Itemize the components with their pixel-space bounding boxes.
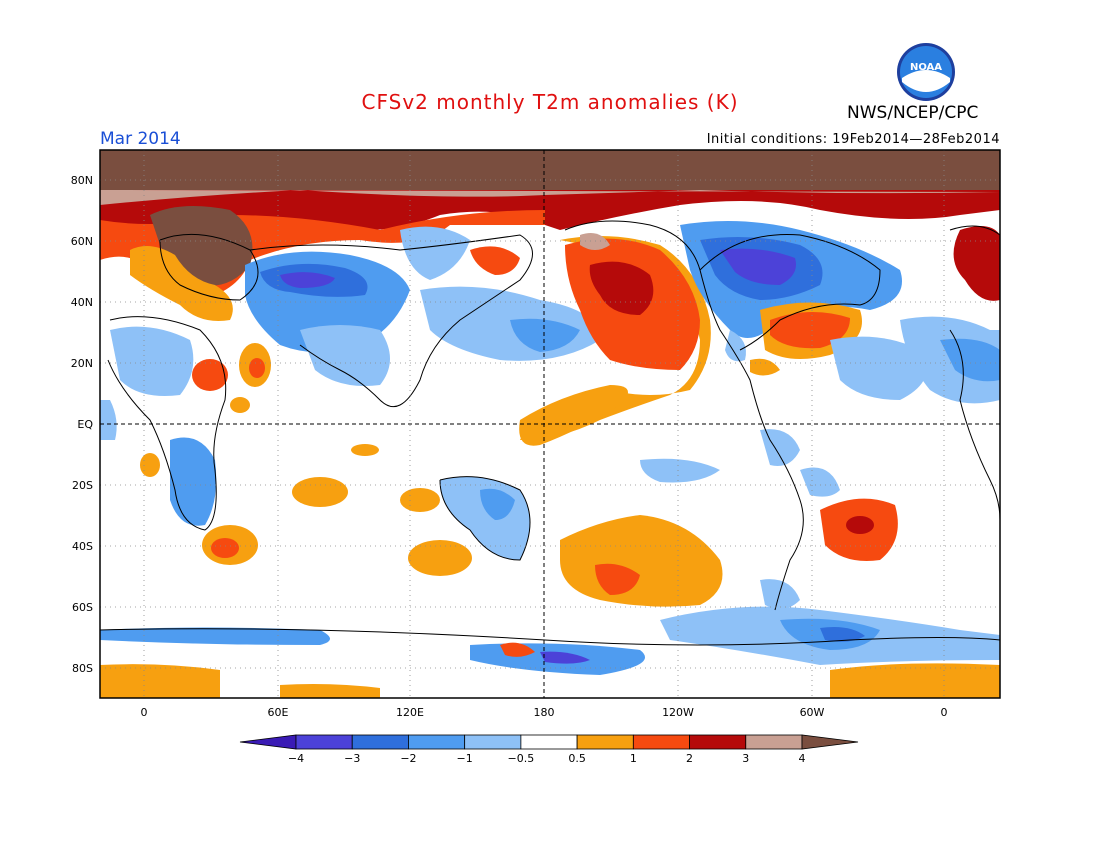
lat-label: 80S (72, 662, 93, 675)
lat-label: 60S (72, 601, 93, 614)
colorbar-label: 4 (799, 752, 806, 765)
anomaly-field (100, 150, 1000, 698)
colorbar-segment (351, 734, 409, 750)
colorbar-arrow-low (239, 734, 297, 750)
longitude-labels: 0 60E 120E 180 120W 60W 0 (141, 706, 948, 719)
graticule (100, 150, 1000, 698)
colorbar-label: −4 (288, 752, 304, 765)
map-title: CFSv2 monthly T2m anomalies (K) (361, 90, 739, 114)
lon-label: 120E (396, 706, 424, 719)
arctic-warm-band (100, 150, 1000, 190)
lat-label: 20N (71, 357, 93, 370)
antarctic-warm-band (100, 664, 220, 698)
colorbar-label: −0.5 (508, 752, 535, 765)
svg-text:NOAA: NOAA (910, 62, 942, 73)
lon-label: 60E (268, 706, 289, 719)
colorbar-label: 3 (742, 752, 749, 765)
southern-ocean-cold (100, 627, 330, 645)
colorbar-label: −3 (344, 752, 360, 765)
lon-label: 0 (941, 706, 948, 719)
lon-label: 120W (662, 706, 694, 719)
colorbar-segment (520, 734, 578, 750)
colorbar-label: −1 (457, 752, 473, 765)
colorbar-segment (576, 734, 634, 750)
latitude-labels: 80N 60N 40N 20N EQ 20S 40S 60S 80S (71, 174, 94, 675)
colorbar-label: −2 (400, 752, 416, 765)
colorbar-arrow-high (801, 734, 859, 750)
lat-label: 40N (71, 296, 93, 309)
noaa-logo: NOAA (897, 43, 955, 101)
lon-label: 180 (534, 706, 555, 719)
lon-label: 0 (141, 706, 148, 719)
initial-conditions: Initial conditions: 19Feb2014—28Feb2014 (706, 132, 1000, 147)
lat-label: 80N (71, 174, 93, 187)
coastlines (100, 220, 1000, 646)
colorbar-segment (464, 734, 522, 750)
lat-label: 60N (71, 235, 93, 248)
lat-label: EQ (77, 418, 93, 431)
colorbar-label: 2 (686, 752, 693, 765)
map-frame (99, 149, 1001, 699)
colorbar-segment (745, 734, 803, 750)
forecast-month: Mar 2014 (100, 129, 181, 149)
colorbar: −4 −3 −2 −1 −0.5 0.5 1 2 3 4 (239, 734, 859, 765)
colorbar-label: 1 (630, 752, 637, 765)
colorbar-label: 0.5 (568, 752, 586, 765)
agency-label: NWS/NCEP/CPC (847, 103, 979, 123)
colorbar-segment (408, 734, 466, 750)
lat-label: 20S (72, 479, 93, 492)
lon-label: 60W (800, 706, 825, 719)
colorbar-segment (689, 734, 747, 750)
lat-label: 40S (72, 540, 93, 553)
colorbar-segment (295, 734, 353, 750)
colorbar-segment (632, 734, 690, 750)
